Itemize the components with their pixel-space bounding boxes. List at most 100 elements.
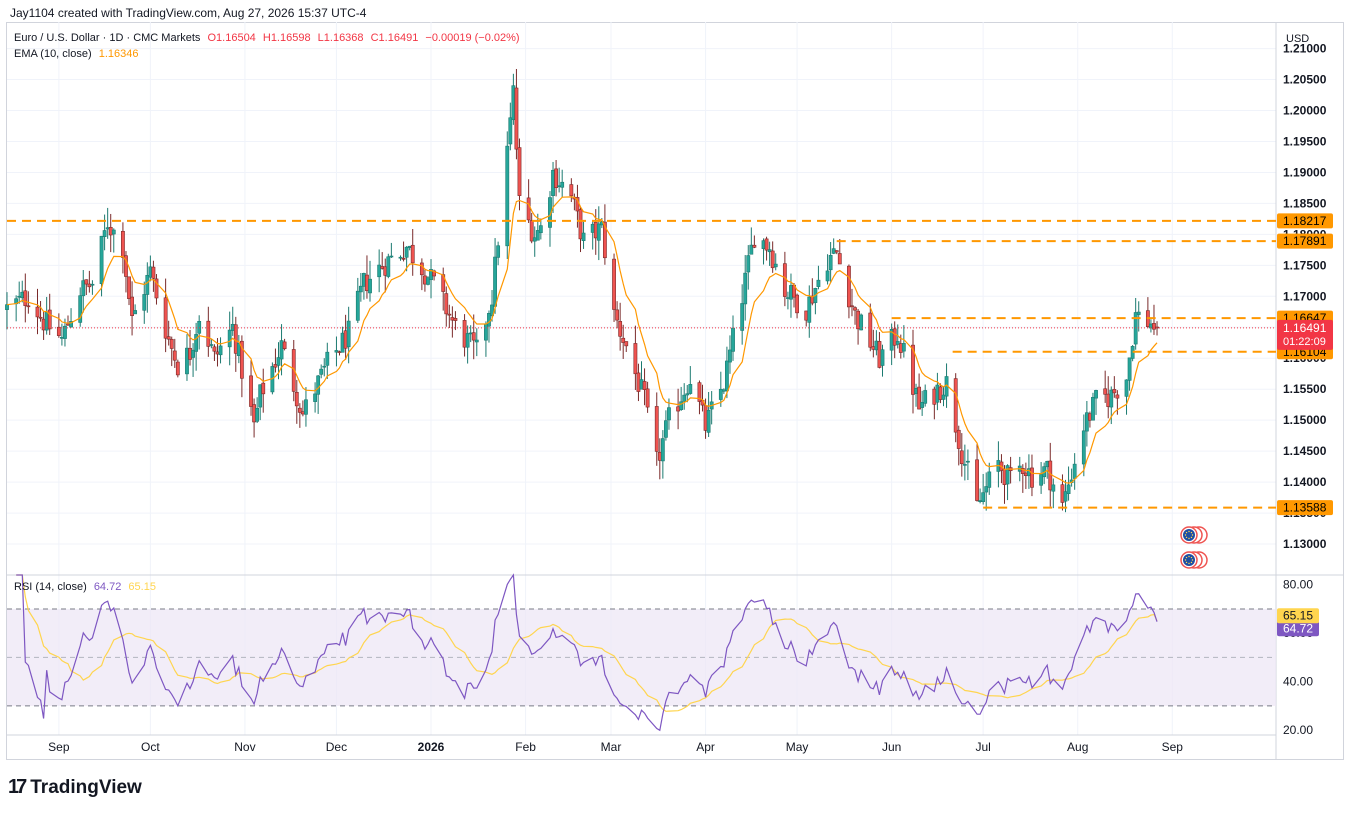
candle[interactable] <box>752 235 757 249</box>
pair-title[interactable]: Euro / U.S. Dollar · 1D · CMC Markets <box>14 32 201 44</box>
candle[interactable] <box>1002 465 1007 504</box>
candle[interactable] <box>319 364 324 379</box>
candle[interactable] <box>419 258 424 291</box>
candle[interactable] <box>407 245 412 251</box>
candle[interactable] <box>258 384 263 421</box>
candle[interactable] <box>740 284 745 345</box>
candle[interactable] <box>1112 376 1117 398</box>
candle[interactable] <box>1130 345 1135 362</box>
candle[interactable] <box>731 315 735 361</box>
candle[interactable] <box>154 274 159 305</box>
candle[interactable] <box>941 386 946 407</box>
candle[interactable] <box>35 288 40 335</box>
candle[interactable] <box>1069 468 1074 487</box>
candle[interactable] <box>920 390 925 416</box>
candle[interactable] <box>773 253 778 271</box>
candle[interactable] <box>69 308 73 328</box>
candle[interactable] <box>596 206 601 261</box>
candle[interactable] <box>337 350 342 356</box>
candle[interactable] <box>743 255 748 321</box>
candle[interactable] <box>1051 478 1056 509</box>
candle[interactable] <box>124 251 128 293</box>
candle[interactable] <box>764 236 769 261</box>
candle[interactable] <box>877 332 882 369</box>
candle[interactable] <box>127 276 131 306</box>
price-tag[interactable]: 1.17891 <box>1277 233 1333 249</box>
candle[interactable] <box>41 311 46 340</box>
candle[interactable] <box>923 384 928 407</box>
candle[interactable] <box>44 296 49 335</box>
candle[interactable] <box>1115 390 1120 415</box>
candle[interactable] <box>615 301 619 329</box>
footer-brand[interactable]: 17 TradingView <box>8 776 142 799</box>
candle[interactable] <box>380 252 385 270</box>
candle[interactable] <box>938 383 943 404</box>
candle[interactable] <box>789 273 793 318</box>
candle[interactable] <box>554 160 558 197</box>
candle[interactable] <box>1072 453 1077 490</box>
candle[interactable] <box>230 306 235 336</box>
candle[interactable] <box>725 346 729 399</box>
candle[interactable] <box>987 462 992 495</box>
candle[interactable] <box>602 204 607 265</box>
candle[interactable] <box>197 315 202 350</box>
candle[interactable] <box>975 444 979 502</box>
candle[interactable] <box>996 441 1001 488</box>
candle[interactable] <box>474 328 479 357</box>
candle[interactable] <box>795 293 799 319</box>
candle[interactable] <box>1023 462 1028 490</box>
symbol-legend[interactable]: Euro / U.S. Dollar · 1D · CMC Markets O1… <box>14 32 524 44</box>
candle[interactable] <box>38 301 43 322</box>
candle[interactable] <box>346 306 351 364</box>
candle[interactable] <box>709 391 714 425</box>
candle[interactable] <box>291 339 296 402</box>
candle[interactable] <box>1094 389 1098 415</box>
candle[interactable] <box>959 433 964 477</box>
candle[interactable] <box>767 241 772 266</box>
candle[interactable] <box>14 295 19 322</box>
candle[interactable] <box>401 241 406 262</box>
candle[interactable] <box>654 392 659 466</box>
candle[interactable] <box>911 329 915 414</box>
candle[interactable] <box>810 278 815 306</box>
candle[interactable] <box>484 321 488 357</box>
candle[interactable] <box>191 343 195 377</box>
candle[interactable] <box>706 391 711 438</box>
candle[interactable] <box>365 255 369 299</box>
candle[interactable] <box>1081 414 1086 477</box>
rsi-value-tag[interactable]: 65.15 <box>1277 608 1319 624</box>
candle[interactable] <box>426 276 430 286</box>
candle[interactable] <box>169 336 174 367</box>
candle[interactable] <box>453 311 458 331</box>
candle[interactable] <box>807 285 812 338</box>
candle[interactable] <box>682 383 687 410</box>
candle[interactable] <box>343 314 348 360</box>
candle[interactable] <box>233 316 238 372</box>
candle[interactable] <box>304 387 308 427</box>
candle[interactable] <box>612 253 616 322</box>
candle[interactable] <box>868 303 873 352</box>
candle[interactable] <box>825 254 830 285</box>
candle[interactable] <box>770 241 775 273</box>
candle[interactable] <box>1136 301 1141 332</box>
candle[interactable] <box>1039 462 1044 494</box>
candle[interactable] <box>508 102 513 151</box>
candle[interactable] <box>560 169 565 198</box>
candle[interactable] <box>151 260 156 292</box>
price-tag[interactable]: 1.18217 <box>1277 213 1333 229</box>
candle[interactable] <box>847 264 851 319</box>
time-axis[interactable]: Sep Oct Nov Dec 2026 Feb Mar Apr May Jun Jul Aug Sep <box>48 740 1183 754</box>
candle[interactable] <box>487 310 491 343</box>
candle[interactable] <box>984 472 989 511</box>
candle[interactable] <box>322 358 327 377</box>
candle[interactable] <box>514 68 519 160</box>
candle[interactable] <box>447 304 452 328</box>
candle[interactable] <box>212 344 217 362</box>
candle[interactable] <box>1124 379 1129 415</box>
candle[interactable] <box>633 325 638 390</box>
candle[interactable] <box>410 229 415 276</box>
candle[interactable] <box>325 342 330 379</box>
candle[interactable] <box>236 334 241 364</box>
candle[interactable] <box>889 323 894 366</box>
rsi-legend[interactable]: RSI (14, close) 64.72 65.15 <box>14 581 160 593</box>
